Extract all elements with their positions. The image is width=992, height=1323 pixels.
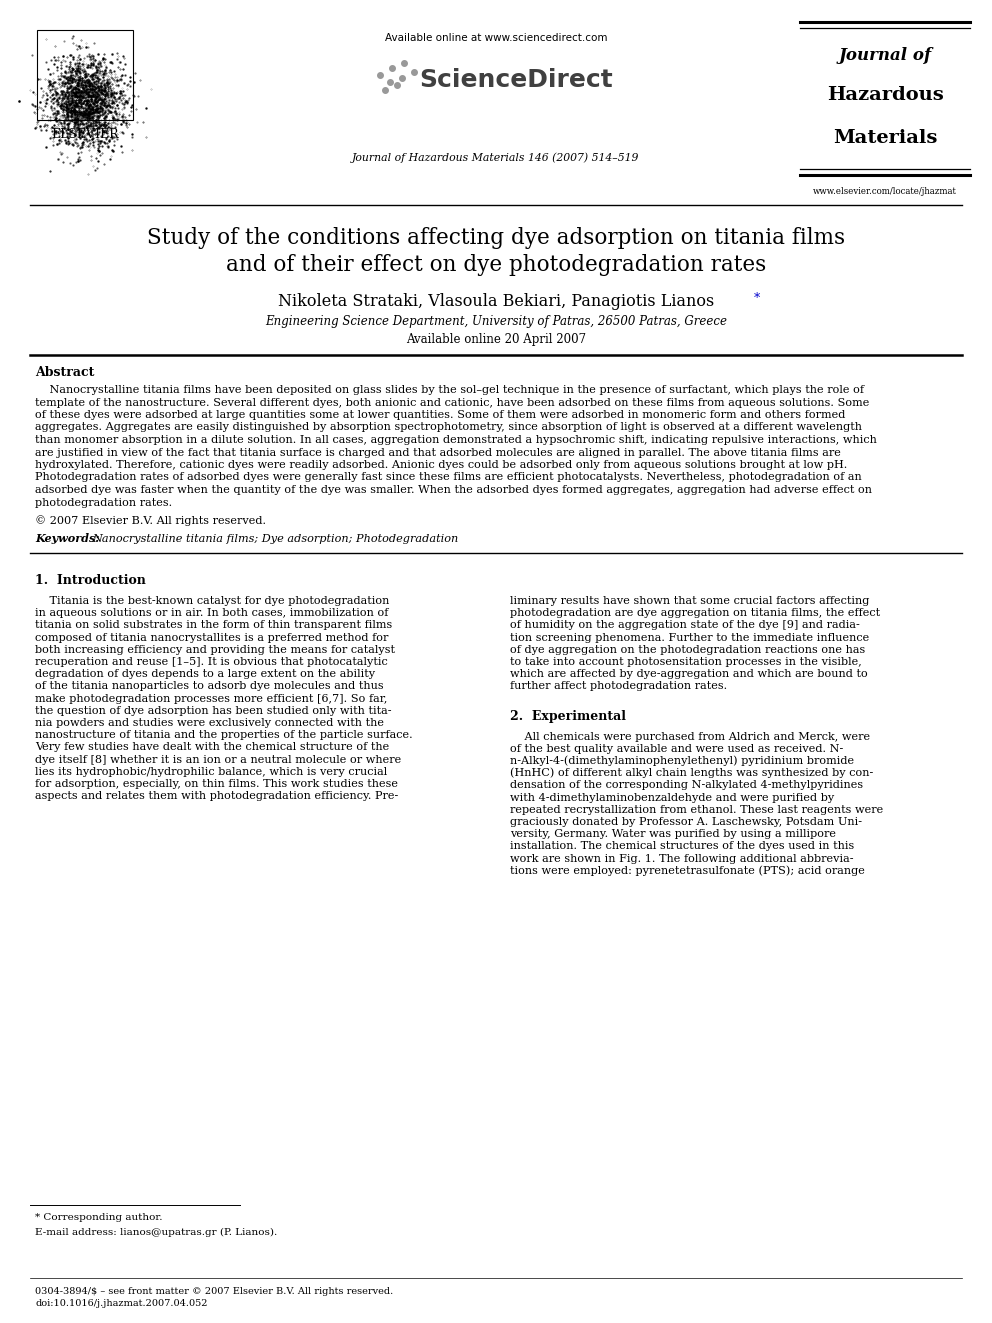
Text: tion screening phenomena. Further to the immediate influence: tion screening phenomena. Further to the… [510,632,869,643]
Text: 0304-3894/$ – see front matter © 2007 Elsevier B.V. All rights reserved.: 0304-3894/$ – see front matter © 2007 El… [35,1286,393,1295]
Text: Journal of Hazardous Materials 146 (2007) 514–519: Journal of Hazardous Materials 146 (2007… [352,152,640,163]
Text: dye itself [8] whether it is an ion or a neutral molecule or where: dye itself [8] whether it is an ion or a… [35,754,401,765]
Text: Very few studies have dealt with the chemical structure of the: Very few studies have dealt with the che… [35,742,389,753]
Text: nia powders and studies were exclusively connected with the: nia powders and studies were exclusively… [35,718,384,728]
Text: Photodegradation rates of adsorbed dyes were generally fast since these films ar: Photodegradation rates of adsorbed dyes … [35,472,862,483]
Text: versity, Germany. Water was purified by using a millipore: versity, Germany. Water was purified by … [510,830,836,839]
Text: of the best quality available and were used as received. N-: of the best quality available and were u… [510,744,843,754]
Text: (HnHC) of different alkyl chain lengths was synthesized by con-: (HnHC) of different alkyl chain lengths … [510,767,873,778]
Text: work are shown in Fig. 1. The following additional abbrevia-: work are shown in Fig. 1. The following … [510,853,853,864]
Text: than monomer absorption in a dilute solution. In all cases, aggregation demonstr: than monomer absorption in a dilute solu… [35,435,877,445]
Text: photodegradation are dye aggregation on titania films, the effect: photodegradation are dye aggregation on … [510,609,880,618]
Text: adsorbed dye was faster when the quantity of the dye was smaller. When the adsor: adsorbed dye was faster when the quantit… [35,486,872,495]
Text: Materials: Materials [833,130,937,147]
Text: Keywords:: Keywords: [35,533,99,545]
Text: degradation of dyes depends to a large extent on the ability: degradation of dyes depends to a large e… [35,669,375,679]
Text: photodegradation rates.: photodegradation rates. [35,497,173,508]
Text: Nikoleta Strataki, Vlasoula Bekiari, Panagiotis Lianos: Nikoleta Strataki, Vlasoula Bekiari, Pan… [278,294,714,311]
Text: make photodegradation processes more efficient [6,7]. So far,: make photodegradation processes more eff… [35,693,387,704]
Text: lies its hydrophobic/hydrophilic balance, which is very crucial: lies its hydrophobic/hydrophilic balance… [35,767,387,777]
Text: densation of the corresponding N-alkylated 4-methylpyridines: densation of the corresponding N-alkylat… [510,781,863,790]
Text: doi:10.1016/j.jhazmat.2007.04.052: doi:10.1016/j.jhazmat.2007.04.052 [35,1299,207,1308]
Text: installation. The chemical structures of the dyes used in this: installation. The chemical structures of… [510,841,854,852]
Text: Available online 20 April 2007: Available online 20 April 2007 [406,333,586,347]
Text: Titania is the best-known catalyst for dye photodegradation: Titania is the best-known catalyst for d… [35,595,390,606]
Text: All chemicals were purchased from Aldrich and Merck, were: All chemicals were purchased from Aldric… [510,732,870,742]
Text: E-mail address: lianos@upatras.gr (P. Lianos).: E-mail address: lianos@upatras.gr (P. Li… [35,1228,277,1237]
Text: for adsorption, especially, on thin films. This work studies these: for adsorption, especially, on thin film… [35,779,398,789]
Text: Nanocrystalline titania films have been deposited on glass slides by the sol–gel: Nanocrystalline titania films have been … [35,385,864,396]
Text: 1.  Introduction: 1. Introduction [35,574,146,587]
Text: Study of the conditions affecting dye adsorption on titania films: Study of the conditions affecting dye ad… [147,228,845,249]
Text: aspects and relates them with photodegradation efficiency. Pre-: aspects and relates them with photodegra… [35,791,398,802]
Text: hydroxylated. Therefore, cationic dyes were readily adsorbed. Anionic dyes could: hydroxylated. Therefore, cationic dyes w… [35,460,847,470]
Text: repeated recrystallization from ethanol. These last reagents were: repeated recrystallization from ethanol.… [510,804,883,815]
Text: © 2007 Elsevier B.V. All rights reserved.: © 2007 Elsevier B.V. All rights reserved… [35,516,266,527]
Text: and of their effect on dye photodegradation rates: and of their effect on dye photodegradat… [226,254,766,277]
Text: the question of dye adsorption has been studied only with tita-: the question of dye adsorption has been … [35,705,392,716]
Text: tions were employed: pyrenetetrasulfonate (PTS); acid orange: tions were employed: pyrenetetrasulfonat… [510,865,865,876]
Text: nanostructure of titania and the properties of the particle surface.: nanostructure of titania and the propert… [35,730,413,740]
Text: further affect photodegradation rates.: further affect photodegradation rates. [510,681,727,692]
Text: composed of titania nanocrystallites is a preferred method for: composed of titania nanocrystallites is … [35,632,389,643]
Text: Nanocrystalline titania films; Dye adsorption; Photodegradation: Nanocrystalline titania films; Dye adsor… [92,534,458,544]
Text: n-Alkyl-4-(dimethylaminophenylethenyl) pyridinium bromide: n-Alkyl-4-(dimethylaminophenylethenyl) p… [510,755,854,766]
Text: Hazardous: Hazardous [826,86,943,105]
Text: Available online at www.sciencedirect.com: Available online at www.sciencedirect.co… [385,33,607,44]
Text: *: * [754,291,760,304]
Text: Engineering Science Department, University of Patras, 26500 Patras, Greece: Engineering Science Department, Universi… [265,315,727,328]
Bar [37,30,133,120]
Text: 2.  Experimental: 2. Experimental [510,710,626,724]
Text: aggregates. Aggregates are easily distinguished by absorption spectrophotometry,: aggregates. Aggregates are easily distin… [35,422,862,433]
Text: of the titania nanoparticles to adsorb dye molecules and thus: of the titania nanoparticles to adsorb d… [35,681,384,692]
Text: Journal of: Journal of [838,46,931,64]
Text: graciously donated by Professor A. Laschewsky, Potsdam Uni-: graciously donated by Professor A. Lasch… [510,818,862,827]
Text: * Corresponding author.: * Corresponding author. [35,1213,163,1222]
Text: both increasing efficiency and providing the means for catalyst: both increasing efficiency and providing… [35,644,395,655]
Text: of these dyes were adsorbed at large quantities some at lower quantities. Some o: of these dyes were adsorbed at large qua… [35,410,845,419]
Text: liminary results have shown that some crucial factors affecting: liminary results have shown that some cr… [510,595,869,606]
Text: with 4-dimethylaminobenzaldehyde and were purified by: with 4-dimethylaminobenzaldehyde and wer… [510,792,834,803]
Text: template of the nanostructure. Several different dyes, both anionic and cationic: template of the nanostructure. Several d… [35,397,869,407]
Text: to take into account photosensitation processes in the visible,: to take into account photosensitation pr… [510,658,862,667]
Text: Abstract: Abstract [35,366,94,380]
Text: ScienceDirect: ScienceDirect [420,67,613,93]
Text: in aqueous solutions or in air. In both cases, immobilization of: in aqueous solutions or in air. In both … [35,609,389,618]
Text: of humidity on the aggregation state of the dye [9] and radia-: of humidity on the aggregation state of … [510,620,860,630]
Text: titania on solid substrates in the form of thin transparent films: titania on solid substrates in the form … [35,620,392,630]
Text: www.elsevier.com/locate/jhazmat: www.elsevier.com/locate/jhazmat [813,188,957,197]
Text: recuperation and reuse [1–5]. It is obvious that photocatalytic: recuperation and reuse [1–5]. It is obvi… [35,658,388,667]
Text: are justified in view of the fact that titania surface is charged and that adsor: are justified in view of the fact that t… [35,447,841,458]
Text: of dye aggregation on the photodegradation reactions one has: of dye aggregation on the photodegradati… [510,644,865,655]
Text: which are affected by dye-aggregation and which are bound to: which are affected by dye-aggregation an… [510,669,868,679]
Text: ELSEVIER: ELSEVIER [52,127,119,140]
